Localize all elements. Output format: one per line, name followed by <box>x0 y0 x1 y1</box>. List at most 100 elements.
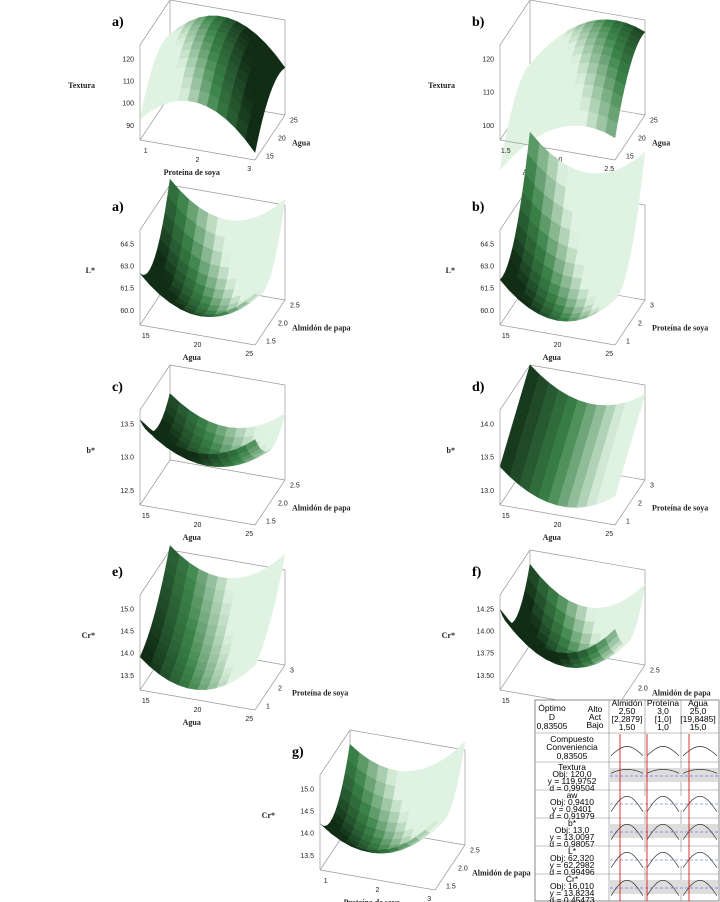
response-y: y = 119,9752 <box>548 776 597 786</box>
z-tick-label: 100 <box>482 123 494 130</box>
x-axis <box>139 689 256 711</box>
x-tick-label: 25 <box>245 351 253 358</box>
box-edge <box>139 184 171 231</box>
x-axis <box>139 504 256 526</box>
surface-patch <box>139 419 153 434</box>
z-tick-label: 14.00 <box>476 628 494 635</box>
x-tick-label: 15 <box>142 333 150 340</box>
factor-high: 2,50 <box>619 706 636 716</box>
surface-patch <box>605 296 618 308</box>
surface-plot: 13.0 13.5 14.0 15 20 25 1 2 3 b* Agua Proteína de s… <box>447 364 708 542</box>
z-tick-label: 13.50 <box>476 673 494 680</box>
z-tick-label: 60.0 <box>480 308 494 315</box>
z-tick-label: 13.5 <box>120 421 134 428</box>
x-tick-label: 3 <box>427 896 431 902</box>
z-tick-label: 12.5 <box>120 488 134 495</box>
box-edge <box>169 184 286 206</box>
box-edge <box>139 549 171 596</box>
surface-plot: 13.5 14.0 14.5 15.0 15 20 25 1 2 3 Cr* Agua Proteína… <box>82 545 348 727</box>
box-edge <box>139 0 171 46</box>
y-tick-label: 2 <box>638 321 642 328</box>
response-band <box>610 768 718 782</box>
factor-high: 3,0 <box>657 706 669 716</box>
y-axis <box>254 664 286 711</box>
response-band <box>610 852 718 866</box>
response-y: y = 13,0097 <box>550 832 595 842</box>
z-tick-label: 15.0 <box>120 606 134 613</box>
box-edge <box>349 729 466 751</box>
y-tick-label: 25 <box>290 118 298 125</box>
y-axis <box>614 479 646 526</box>
box-edge <box>499 644 531 691</box>
y-axis <box>434 844 466 891</box>
surface-plot: 90 100 110 120 1 2 3 15 20 25 Textura Proteína de s… <box>68 0 310 177</box>
factor-high: 25,0 <box>690 706 707 716</box>
surface-patch <box>605 117 618 139</box>
level-label: Alto <box>588 704 603 714</box>
panel-label: d) <box>472 380 485 395</box>
y-tick-label: 2.5 <box>290 483 300 490</box>
z-tick-label: 110 <box>483 90 494 97</box>
z-tick-label: 64.5 <box>480 241 494 248</box>
level-label: Bajo <box>586 720 603 730</box>
x-axis-label: Agua <box>183 353 201 362</box>
x-axis-label: Proteína de soya <box>344 898 400 902</box>
z-tick-label: 14.5 <box>120 628 134 635</box>
x-tick-label: 20 <box>194 342 202 349</box>
x-axis-label: Agua <box>183 533 201 542</box>
response-trace <box>610 851 644 868</box>
z-tick-label: 13.0 <box>480 488 494 495</box>
z-axis-label: Cr* <box>442 631 455 640</box>
x-tick-label: 20 <box>194 522 202 529</box>
z-axis-label: L* <box>86 266 95 275</box>
response-trace <box>646 851 680 868</box>
y-tick-label: 2.5 <box>290 303 300 310</box>
x-tick-label: 20 <box>554 342 562 349</box>
x-axis-label: Agua <box>543 533 561 542</box>
z-tick-label: 13.5 <box>120 673 134 680</box>
response-objective: Obj: 62,320 <box>550 853 594 863</box>
x-tick-label: 25 <box>605 531 613 538</box>
y-axis-label: Proteína de soya <box>652 504 708 513</box>
z-axis-label: Textura <box>428 81 455 90</box>
z-tick-label: 64.5 <box>120 241 134 248</box>
z-axis-label: Cr* <box>262 811 275 820</box>
composite-value: 0,83505 <box>557 751 588 761</box>
panel-label: e) <box>112 565 123 580</box>
panel-label: c) <box>112 380 123 395</box>
x-tick-label: 2.5 <box>604 166 614 173</box>
y-axis-label: Agua <box>292 139 310 148</box>
response-name: aw <box>567 790 579 800</box>
x-tick-label: 1 <box>144 148 148 155</box>
response-d: d = 0,45473 <box>549 895 594 902</box>
x-tick-label: 3 <box>247 166 251 173</box>
y-tick-label: 2.0 <box>638 686 648 693</box>
box-edge <box>529 364 646 386</box>
x-axis <box>319 869 436 891</box>
factor-low: 1,50 <box>619 722 636 732</box>
z-tick-label: 61.5 <box>480 286 494 293</box>
surface-patch <box>605 628 618 645</box>
y-axis <box>254 479 286 526</box>
y-axis-label: Proteína de soya <box>292 689 348 698</box>
response-d: d = 0,99496 <box>549 867 594 877</box>
panel-label: b) <box>472 15 485 30</box>
y-tick-label: 2.0 <box>458 866 468 873</box>
surface-patch <box>245 293 258 304</box>
factor-act: [2,2879] <box>612 714 643 724</box>
x-tick-label: 15 <box>502 333 510 340</box>
response-objective: Obj: 13,0 <box>555 825 590 835</box>
d-label: D <box>549 712 555 722</box>
d-value: 0,83505 <box>537 721 568 731</box>
response-trace <box>646 746 680 756</box>
response-name: Cr* <box>566 874 579 884</box>
box-edge <box>319 729 351 776</box>
box-edge <box>529 0 646 21</box>
y-tick-label: 1.5 <box>446 884 456 891</box>
y-tick-label: 20 <box>638 136 646 143</box>
x-tick-label: 1.5 <box>501 148 511 155</box>
y-axis-label: Almidón de papa <box>292 504 351 513</box>
surface-plot: 13.5 14.0 14.5 15.0 1 2 3 1.5 2.0 2.5 Cr* Proteína … <box>262 729 531 902</box>
